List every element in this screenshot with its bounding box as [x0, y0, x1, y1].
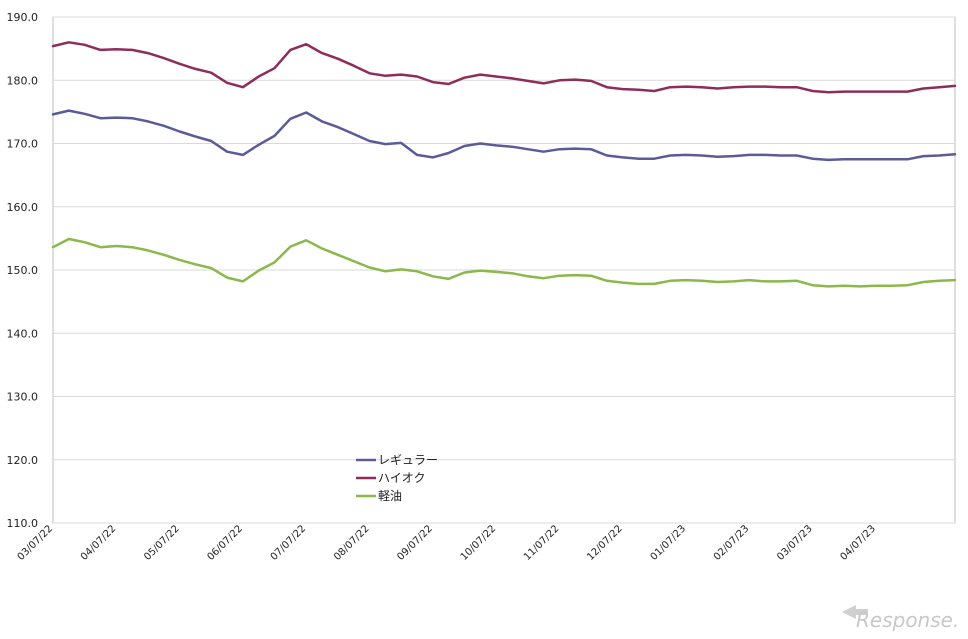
legend-entry: レギュラー: [356, 453, 438, 467]
x-tick-label: 03/07/23: [775, 523, 815, 563]
watermark-logo: Response.: [842, 605, 959, 632]
x-tick-label: 09/07/22: [395, 523, 435, 563]
legend-label: 軽油: [378, 489, 402, 503]
y-tick-label: 160.0: [7, 201, 39, 214]
legend-label: レギュラー: [378, 453, 438, 467]
legend-entry: ハイオク: [356, 471, 426, 485]
series-line-0: [51, 41, 957, 94]
y-tick-label: 120.0: [7, 454, 39, 467]
x-tick-label: 08/07/22: [332, 523, 372, 563]
response-logo-arrow-icon: [842, 605, 868, 619]
legend-entry: 軽油: [356, 489, 402, 503]
x-tick-label: 04/07/23: [838, 523, 878, 563]
x-tick-label: 12/07/22: [585, 523, 625, 563]
x-axis-ticks: 03/07/22 04/07/22 05/07/22 06/07/22 07/07/22…: [16, 523, 878, 563]
watermark-text: Response.: [856, 608, 959, 632]
y-tick-label: 150.0: [7, 264, 39, 277]
x-tick-label: 02/07/23: [712, 523, 752, 563]
series-line-1: [51, 109, 957, 162]
y-tick-label: 190.0: [7, 11, 39, 24]
x-tick-label: 10/07/22: [459, 523, 499, 563]
x-tick-label: 11/07/22: [522, 523, 562, 563]
y-tick-label: 110.0: [7, 517, 39, 530]
series-line-2: [51, 237, 957, 288]
series-layer: [51, 41, 957, 288]
y-tick-label: 180.0: [7, 74, 39, 87]
x-tick-label: 04/07/22: [79, 523, 119, 563]
x-tick-label: 05/07/22: [142, 523, 182, 563]
x-tick-label: 07/07/22: [269, 523, 309, 563]
y-tick-label: 140.0: [7, 327, 39, 340]
x-tick-label: 01/07/23: [649, 523, 689, 563]
y-axis-ticks: 110.0 120.0 130.0 140.0 150.0 160.0 170.0 180.0…: [7, 11, 39, 530]
y-tick-label: 130.0: [7, 391, 39, 404]
legend-label: ハイオク: [378, 471, 426, 485]
y-tick-label: 170.0: [7, 138, 39, 151]
grid-layer: [52, 16, 956, 524]
x-tick-label: 06/07/22: [205, 523, 245, 563]
